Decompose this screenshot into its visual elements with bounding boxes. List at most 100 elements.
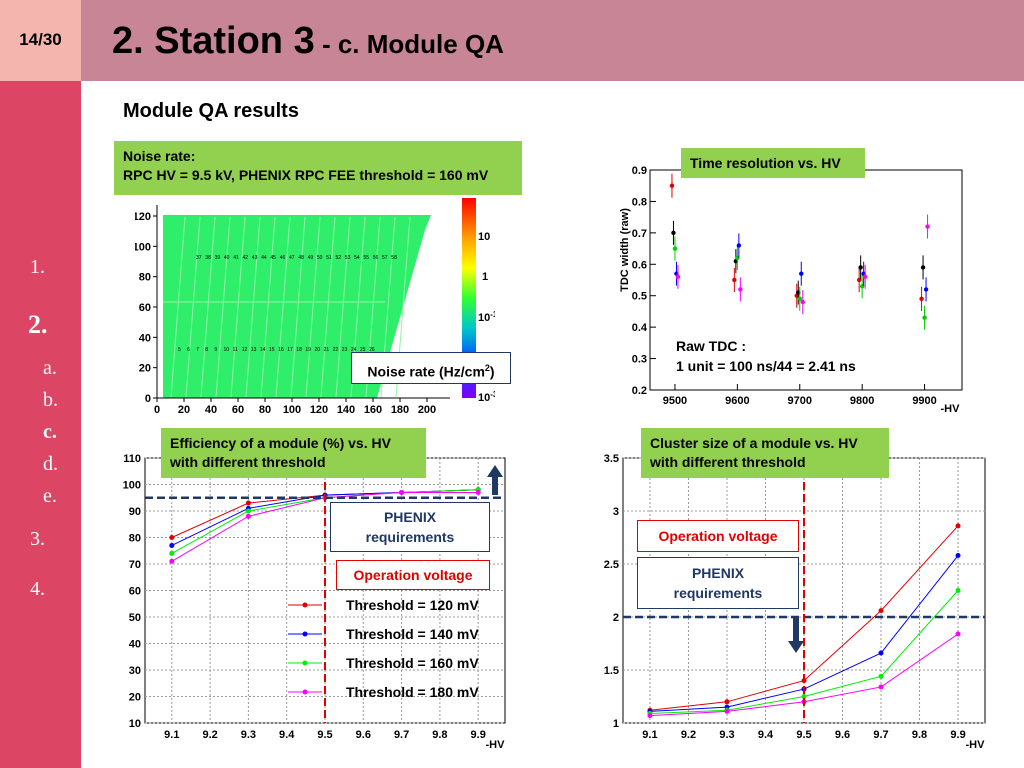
heatmap-strip-label: 50 (317, 255, 323, 261)
heatmap-x-ticks: 0 20 40 60 80 100 120 140 160 180 200 (154, 398, 436, 415)
heatmap-strip-label: 54 (354, 255, 360, 261)
time-points (669, 173, 930, 330)
raw-tdc-line1: Raw TDC : (676, 338, 746, 354)
heatmap-stripes (163, 216, 411, 398)
legend-label: Threshold = 140 mV (346, 626, 479, 642)
x-tick-label: 9.1 (164, 729, 179, 741)
efficiency-caption-line1: Efficiency of a module (%) vs. HV (170, 435, 391, 451)
heatmap-strip-label: 41 (233, 255, 239, 261)
x-tick-label: 9.5 (317, 729, 332, 741)
title-main: 2. Station 3 (112, 20, 315, 62)
series-point (878, 684, 884, 690)
legend-marker (302, 602, 308, 608)
series-point (169, 542, 175, 548)
nav-item-4[interactable]: 4. (30, 578, 45, 600)
heatmap-stripe (170, 216, 186, 398)
cluster-caption-line2: with different threshold (650, 454, 806, 470)
header-bar (81, 0, 1024, 81)
page-number: 14/30 (19, 30, 62, 49)
time-data-point (922, 315, 927, 320)
heatmap-strip-label: 18 (296, 347, 302, 353)
nav-item-2b[interactable]: b. (43, 389, 58, 411)
x-tick-label: 9.2 (202, 729, 217, 741)
time-y-tick-label: 0.4 (632, 322, 648, 334)
heatmap-stripe (305, 216, 321, 398)
title-sub: - c. Module QA (314, 29, 504, 59)
series-point (955, 553, 961, 559)
y-tick-label: 3 (613, 506, 619, 518)
heatmap-strip-label: 25 (360, 347, 366, 353)
time-x-label: -HV (941, 403, 961, 415)
time-x-tick-label: 9900 (912, 395, 936, 407)
heatmap-strip-label: 20 (315, 347, 321, 353)
time-x-tick-label: 9700 (788, 395, 812, 407)
x-tick-label: 9.3 (241, 729, 256, 741)
time-y-tick-label: 0.7 (632, 228, 647, 240)
time-y-label: TDC width (raw) (619, 208, 631, 292)
cluster-ticks: 9.1 9.2 9.3 9.4 9.5 9.6 9.7 9.8 9.9 1 1.5 2 2.5 3 3.5 (604, 453, 966, 741)
heatmap-strip-label: 8 (205, 347, 208, 353)
heatmap-strip-label: 11 (233, 347, 238, 353)
time-y-tick-label: 0.3 (632, 354, 647, 366)
heatmap-stripe (245, 216, 261, 398)
time-data-point (799, 271, 804, 276)
series-point (169, 558, 175, 564)
efficiency-caption-line2: with different threshold (170, 454, 326, 470)
raw-tdc-note: Raw TDC : 1 unit = 100 ns/44 = 2.41 ns (676, 336, 856, 376)
time-y-tick-label: 0.8 (632, 196, 647, 208)
heatmap-y-tick-label: 0 (145, 393, 151, 405)
nav-item-2[interactable]: 2. (28, 310, 48, 339)
heatmap-strip-label: 39 (215, 255, 221, 261)
time-data-point (736, 243, 742, 248)
y-tick-label: 2 (613, 612, 619, 624)
series-point (399, 489, 405, 495)
heatmap-strip-label: 44 (261, 255, 267, 261)
x-tick-label: 9.8 (912, 729, 927, 741)
x-tick-label: 9.6 (356, 729, 371, 741)
nav-item-2c[interactable]: c. (43, 421, 57, 443)
series-point (878, 650, 884, 656)
arrow-up-icon (487, 465, 503, 495)
time-ticks: 0.2 0.3 0.4 0.5 0.6 0.7 0.8 0.9 9500 9600 9700 9800… (632, 165, 937, 407)
time-data-point (732, 277, 737, 283)
heatmap-strip-label: 13 (251, 347, 257, 353)
heatmap-x-tick-label: 140 (337, 404, 355, 415)
y-tick-label: 70 (129, 559, 141, 571)
efficiency-ticks: 9.1 9.2 9.3 9.4 9.5 9.6 9.7 9.8 9.9 10 20 30 40 50 60 7… (123, 453, 486, 741)
colorbar-label-0.1: 10-1 (478, 310, 495, 324)
y-tick-label: 20 (129, 692, 141, 704)
nav-item-2e[interactable]: e. (43, 485, 57, 507)
time-y-tick-label: 0.5 (632, 291, 647, 303)
nav-item-2a[interactable]: a. (43, 357, 57, 379)
x-tick-label: 9.5 (796, 729, 811, 741)
noise-caption-line2: RPC HV = 9.5 kV, PHENIX RPC FEE threshol… (123, 167, 489, 183)
heatmap-strip-label: 51 (326, 255, 332, 261)
time-data-point (675, 274, 681, 280)
time-data-point (797, 296, 802, 302)
legend-marker (302, 689, 308, 695)
series-point (647, 713, 653, 719)
series-point (169, 535, 175, 540)
heatmap-strip-label: 56 (373, 255, 379, 261)
cluster-phenix-box: PHENIX requirements (637, 557, 799, 609)
heatmap-strip-label: 38 (205, 255, 211, 261)
heatmap-y-tick-label: 120 (135, 211, 151, 223)
heatmap-x-tick-label: 200 (418, 404, 436, 415)
heatmap-colorbar (462, 198, 476, 398)
series-point (724, 708, 730, 714)
nav-item-3[interactable]: 3. (30, 528, 45, 550)
nav-item-2d[interactable]: d. (43, 453, 58, 475)
heatmap-strip-label: 45 (270, 255, 276, 261)
time-resolution-chart: TDC width (raw) -HV 0.20.30.40.50.60.70.… (619, 165, 963, 415)
y-tick-label: 90 (129, 506, 141, 518)
series-point (801, 694, 807, 699)
cluster-phenix-line1: PHENIX (691, 565, 745, 581)
raw-tdc-line2: 1 unit = 100 ns/44 = 2.41 ns (676, 358, 856, 374)
nav-item-1[interactable]: 1. (30, 256, 45, 278)
heatmap-x-tick-label: 160 (364, 404, 382, 415)
time-data-point (923, 287, 929, 292)
heatmap-y-tick-label: 40 (139, 332, 151, 344)
heatmap-stripe (200, 216, 216, 398)
legend-label: Threshold = 160 mV (346, 655, 479, 671)
series-point (475, 489, 481, 495)
